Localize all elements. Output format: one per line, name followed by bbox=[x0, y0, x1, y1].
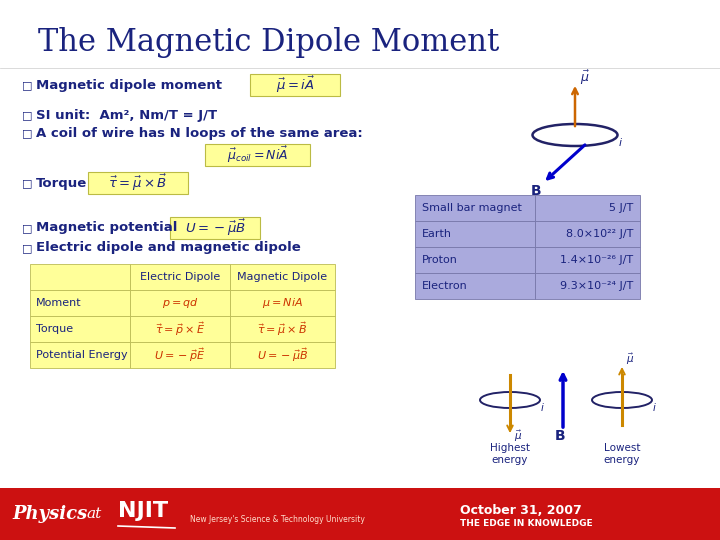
Text: □: □ bbox=[22, 80, 32, 90]
Text: $\vec{\mu}$: $\vec{\mu}$ bbox=[514, 428, 523, 444]
Text: □: □ bbox=[22, 223, 32, 233]
Text: 1.4×10⁻²⁶ J/T: 1.4×10⁻²⁶ J/T bbox=[560, 255, 633, 265]
FancyBboxPatch shape bbox=[30, 342, 130, 368]
FancyBboxPatch shape bbox=[130, 264, 230, 290]
Text: Potential Energy: Potential Energy bbox=[36, 350, 127, 360]
Text: i: i bbox=[541, 403, 544, 413]
FancyBboxPatch shape bbox=[535, 273, 640, 299]
FancyBboxPatch shape bbox=[130, 290, 230, 316]
Text: i: i bbox=[619, 138, 622, 148]
Text: $\vec{\tau}=\vec{\mu}\times\vec{B}$: $\vec{\tau}=\vec{\mu}\times\vec{B}$ bbox=[258, 320, 307, 338]
Text: $\vec{\tau}=\vec{\mu}\times\vec{B}$: $\vec{\tau}=\vec{\mu}\times\vec{B}$ bbox=[109, 173, 168, 193]
Text: The Magnetic Dipole Moment: The Magnetic Dipole Moment bbox=[38, 26, 499, 57]
Text: $\vec{\mu}$: $\vec{\mu}$ bbox=[626, 351, 634, 367]
Text: $p=qd$: $p=qd$ bbox=[161, 296, 199, 310]
FancyBboxPatch shape bbox=[415, 195, 535, 221]
Text: □: □ bbox=[22, 110, 32, 120]
Text: New Jersey's Science & Technology University: New Jersey's Science & Technology Univer… bbox=[190, 516, 365, 524]
FancyBboxPatch shape bbox=[0, 488, 720, 540]
Text: $\vec{\mu}_{coil}=Ni\vec{A}$: $\vec{\mu}_{coil}=Ni\vec{A}$ bbox=[227, 145, 288, 165]
Text: $U=-\vec{p}\vec{E}$: $U=-\vec{p}\vec{E}$ bbox=[154, 346, 206, 364]
Text: Proton: Proton bbox=[422, 255, 458, 265]
Text: 9.3×10⁻²⁴ J/T: 9.3×10⁻²⁴ J/T bbox=[559, 281, 633, 291]
Text: Lowest
energy: Lowest energy bbox=[604, 443, 640, 464]
Text: Electron: Electron bbox=[422, 281, 468, 291]
Text: Moment: Moment bbox=[36, 298, 81, 308]
FancyBboxPatch shape bbox=[30, 264, 130, 290]
Text: $\vec{\mu}=i\vec{A}$: $\vec{\mu}=i\vec{A}$ bbox=[276, 75, 315, 95]
Text: Earth: Earth bbox=[422, 229, 452, 239]
Text: i: i bbox=[653, 403, 656, 413]
Text: $\mu=NiA$: $\mu=NiA$ bbox=[262, 296, 303, 310]
FancyBboxPatch shape bbox=[30, 316, 130, 342]
FancyBboxPatch shape bbox=[170, 217, 260, 239]
FancyBboxPatch shape bbox=[535, 195, 640, 221]
FancyBboxPatch shape bbox=[535, 221, 640, 247]
Text: $\vec{\tau}=\vec{p}\times\vec{E}$: $\vec{\tau}=\vec{p}\times\vec{E}$ bbox=[155, 320, 205, 338]
FancyBboxPatch shape bbox=[230, 290, 335, 316]
Text: Magnetic dipole moment: Magnetic dipole moment bbox=[36, 78, 222, 91]
Text: □: □ bbox=[22, 178, 32, 188]
Text: $\vec{\mu}$: $\vec{\mu}$ bbox=[580, 69, 590, 87]
Text: $U=-\vec{\mu}\vec{B}$: $U=-\vec{\mu}\vec{B}$ bbox=[184, 218, 246, 238]
FancyBboxPatch shape bbox=[230, 342, 335, 368]
Text: Physics: Physics bbox=[12, 505, 87, 523]
Text: Electric dipole and magnetic dipole: Electric dipole and magnetic dipole bbox=[36, 241, 301, 254]
Text: A coil of wire has N loops of the same area:: A coil of wire has N loops of the same a… bbox=[36, 126, 363, 139]
FancyBboxPatch shape bbox=[535, 247, 640, 273]
Text: Torque: Torque bbox=[36, 177, 87, 190]
FancyBboxPatch shape bbox=[230, 316, 335, 342]
Text: NJIT: NJIT bbox=[118, 501, 168, 521]
FancyBboxPatch shape bbox=[415, 247, 535, 273]
Text: B: B bbox=[531, 184, 541, 198]
Text: THE EDGE IN KNOWLEDGE: THE EDGE IN KNOWLEDGE bbox=[460, 518, 593, 528]
FancyBboxPatch shape bbox=[415, 221, 535, 247]
FancyBboxPatch shape bbox=[230, 264, 335, 290]
Text: B: B bbox=[555, 429, 566, 443]
FancyBboxPatch shape bbox=[415, 273, 535, 299]
Text: 8.0×10²² J/T: 8.0×10²² J/T bbox=[566, 229, 633, 239]
FancyBboxPatch shape bbox=[250, 74, 340, 96]
Text: Electric Dipole: Electric Dipole bbox=[140, 272, 220, 282]
FancyBboxPatch shape bbox=[130, 342, 230, 368]
FancyBboxPatch shape bbox=[205, 144, 310, 166]
FancyBboxPatch shape bbox=[130, 316, 230, 342]
Text: Magnetic Dipole: Magnetic Dipole bbox=[238, 272, 328, 282]
FancyBboxPatch shape bbox=[88, 172, 188, 194]
FancyBboxPatch shape bbox=[30, 290, 130, 316]
Text: SI unit:  Am², Nm/T = J/T: SI unit: Am², Nm/T = J/T bbox=[36, 109, 217, 122]
Text: $U=-\vec{\mu}\vec{B}$: $U=-\vec{\mu}\vec{B}$ bbox=[257, 346, 308, 364]
Text: at: at bbox=[86, 507, 102, 521]
Text: Magnetic potential: Magnetic potential bbox=[36, 221, 177, 234]
Text: □: □ bbox=[22, 243, 32, 253]
Text: October 31, 2007: October 31, 2007 bbox=[460, 503, 582, 516]
Text: Small bar magnet: Small bar magnet bbox=[422, 203, 522, 213]
Text: Highest
energy: Highest energy bbox=[490, 443, 530, 464]
Text: □: □ bbox=[22, 128, 32, 138]
Text: Torque: Torque bbox=[36, 324, 73, 334]
Text: 5 J/T: 5 J/T bbox=[608, 203, 633, 213]
